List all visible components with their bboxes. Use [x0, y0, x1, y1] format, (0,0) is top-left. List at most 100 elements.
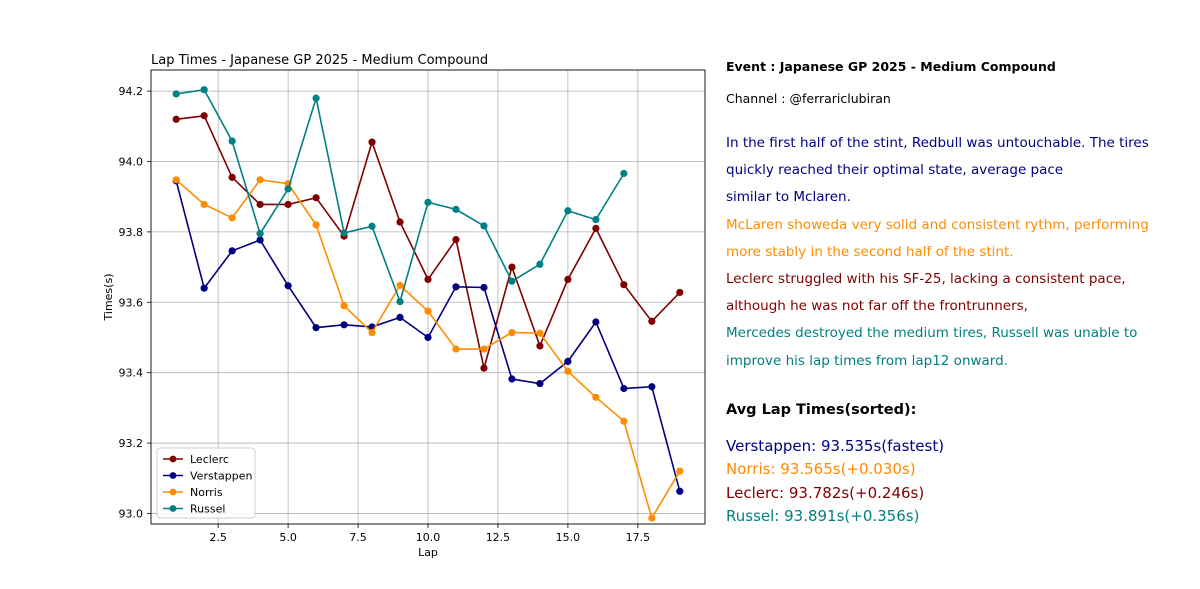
avg-lap-time-line: Leclerc: 93.782s(+0.246s)	[726, 483, 925, 502]
commentary-line: quickly reached their optimal state, ave…	[726, 162, 1064, 179]
data-point	[564, 367, 572, 375]
data-point	[312, 94, 320, 102]
data-point	[228, 214, 236, 222]
commentary-line: McLaren showeda very solid and consisten…	[726, 216, 1149, 233]
data-point	[172, 90, 180, 98]
data-point	[564, 207, 572, 215]
data-point	[592, 393, 600, 401]
x-tick-label: 17.5	[626, 531, 651, 544]
legend-swatch-marker	[169, 505, 177, 512]
x-tick-label: 5.0	[279, 531, 297, 544]
data-point	[312, 194, 320, 202]
data-point	[172, 115, 180, 123]
data-point	[676, 467, 684, 475]
data-point	[424, 333, 432, 342]
data-point	[200, 112, 208, 120]
data-point	[228, 173, 236, 181]
x-axis-label: Lap	[418, 546, 438, 559]
data-point	[480, 222, 488, 230]
y-tick-label: 93.4	[119, 367, 144, 380]
data-point	[368, 222, 376, 230]
data-point	[452, 283, 460, 291]
legend-swatch-marker	[169, 488, 177, 496]
data-point	[340, 229, 348, 237]
y-axis-label: Times(s)	[102, 274, 115, 322]
x-tick-label: 10.0	[416, 531, 441, 544]
chart-title: Lap Times - Japanese GP 2025 - Medium Co…	[151, 53, 488, 68]
data-point	[284, 282, 292, 290]
data-point	[256, 230, 264, 238]
data-point	[536, 342, 544, 350]
data-point	[508, 375, 516, 383]
series-verstappen	[172, 177, 684, 495]
data-point	[200, 86, 208, 94]
y-tick-label: 93.8	[119, 226, 144, 239]
data-point	[676, 288, 684, 297]
data-point	[256, 236, 264, 244]
data-point	[620, 417, 628, 425]
legend-swatch-marker	[169, 455, 177, 463]
data-point	[620, 384, 628, 393]
data-point	[592, 224, 600, 232]
legend-label: Verstappen	[190, 470, 252, 483]
data-point	[340, 302, 348, 310]
data-point	[396, 313, 404, 322]
commentary-line: improve his lap times from lap12 onward.	[726, 352, 1008, 369]
data-point	[312, 324, 320, 332]
data-point	[256, 200, 264, 209]
data-point	[620, 169, 628, 178]
data-point	[396, 281, 404, 289]
data-point	[424, 307, 432, 315]
data-point	[648, 317, 656, 325]
data-point	[228, 137, 236, 145]
data-point	[620, 281, 628, 289]
y-tick-label: 93.0	[119, 507, 144, 520]
event-title: Event : Japanese GP 2025 - Medium Compou…	[726, 59, 1056, 74]
data-point	[452, 205, 460, 213]
legend-label: Leclerc	[190, 453, 229, 466]
data-point	[172, 176, 180, 184]
y-tick-label: 94.0	[119, 156, 144, 169]
commentary-line: Mercedes destroyed the medium tires, Rus…	[726, 325, 1138, 342]
data-point	[676, 487, 684, 495]
data-point	[284, 200, 292, 209]
data-point	[648, 383, 656, 391]
channel-label: Channel : @ferrariclubiran	[726, 91, 891, 106]
avg-lap-time-line: Verstappen: 93.535s(fastest)	[726, 437, 945, 455]
legend-label: Norris	[190, 486, 223, 499]
data-point	[508, 277, 516, 285]
lap-times-chart: 2.5 5.0 7.5 10.0 12.5 15.0 17.5 93.0 93.2 93.4 93.…	[102, 53, 706, 559]
x-tick-label: 7.5	[349, 531, 367, 544]
data-point	[424, 198, 432, 206]
legend-label: Russel	[190, 503, 225, 516]
commentary-line: Leclerc struggled with his SF-25, lackin…	[726, 271, 1126, 287]
data-point	[564, 357, 572, 366]
commentary-line: although he was not far off the frontrun…	[726, 298, 1028, 315]
y-tick-label: 93.2	[119, 437, 144, 450]
avg-lap-time-line: Russel: 93.891s(+0.356s)	[726, 506, 920, 525]
data-point	[256, 176, 264, 184]
data-point	[396, 218, 404, 226]
data-point	[424, 275, 432, 284]
commentary-line: In the first half of the stint, Redbull …	[726, 135, 1149, 151]
data-point	[648, 514, 656, 522]
data-point	[340, 321, 348, 329]
legend-box	[156, 447, 256, 519]
data-point	[508, 328, 516, 337]
legend-swatch-marker	[169, 472, 177, 479]
data-point	[452, 236, 460, 244]
commentary-line: similar to Mclaren.	[726, 189, 851, 206]
data-point	[452, 345, 460, 353]
data-point	[592, 318, 600, 326]
x-tick-label: 12.5	[486, 531, 511, 544]
data-point	[368, 138, 376, 146]
data-point	[480, 345, 488, 353]
data-point	[368, 328, 376, 337]
data-point	[536, 260, 544, 268]
series-line	[176, 88, 625, 305]
avg-lap-time-line: Norris: 93.565s(+0.030s)	[726, 460, 916, 479]
data-point	[508, 263, 516, 271]
data-point	[480, 364, 488, 372]
x-tick-label: 15.0	[556, 531, 581, 544]
data-point	[396, 297, 404, 306]
